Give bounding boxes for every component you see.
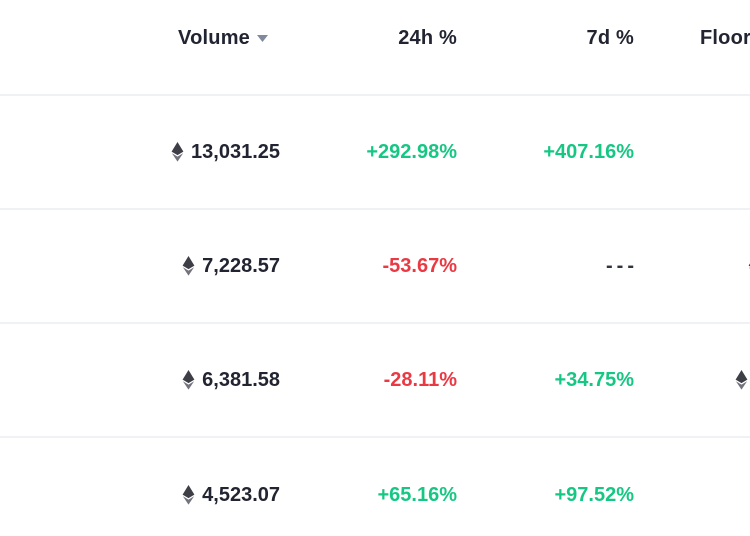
change-24h: +65.16%: [377, 483, 457, 506]
change-7d: +34.75%: [554, 368, 634, 391]
volume-cell: 4,523.07: [0, 484, 280, 507]
change-24h: +292.98%: [366, 140, 457, 163]
change-24h-cell: +65.16%: [280, 484, 457, 507]
change-24h-cell: +292.98%: [280, 141, 457, 164]
column-header-volume[interactable]: Volume: [0, 0, 280, 94]
change-7d-cell: +97.52%: [457, 484, 634, 507]
ethereum-icon: [182, 256, 195, 276]
change-24h-cell: -53.67%: [280, 254, 458, 278]
change-24h-cell: -28.11%: [280, 369, 457, 392]
volume-value: 13,031.25: [191, 140, 280, 163]
volume-cell: 6,381.58: [0, 369, 280, 392]
volume-cell: 13,031.25: [0, 141, 280, 164]
change-7d-cell: ---: [457, 255, 634, 278]
column-header-floor-price[interactable]: Floor Price: [634, 0, 750, 94]
floor-price-header-label: Floor Price: [700, 27, 750, 49]
floor-price-cell: [634, 96, 750, 208]
change-24h: -28.11%: [383, 368, 457, 391]
column-header-24h[interactable]: 24h %: [280, 0, 457, 94]
change-7d: +97.52%: [554, 483, 634, 506]
floor-price-cell: [634, 210, 750, 322]
floor-price-cell: [634, 324, 750, 436]
change-7d: ---: [606, 254, 638, 277]
floor-ethereum-icon: [735, 370, 748, 390]
table-row[interactable]: 4,523.07 +65.16% +97.52%: [0, 438, 750, 536]
table-row[interactable]: 6,381.58 -28.11% +34.75%: [0, 324, 750, 438]
volume-cell: 7,228.57: [0, 255, 280, 278]
sort-desc-caret-icon: [257, 35, 268, 42]
change-7d: +407.16%: [543, 140, 634, 163]
volume-value: 6,381.58: [202, 368, 280, 391]
volume-header-label: Volume: [178, 27, 250, 49]
table-header-row: Volume 24h % 7d % Floor Price: [0, 0, 750, 96]
ethereum-icon: [182, 370, 195, 390]
ethereum-icon: [182, 485, 195, 505]
change-24h: -53.67%: [382, 254, 458, 277]
column-header-7d[interactable]: 7d %: [457, 0, 634, 94]
24h-header-label: 24h %: [398, 27, 457, 49]
volume-value: 7,228.57: [202, 254, 280, 277]
table-row[interactable]: 13,031.25 +292.98% +407.16%: [0, 96, 750, 210]
change-7d-cell: +34.75%: [457, 369, 634, 392]
table-body: 13,031.25 +292.98% +407.16% 7,22: [0, 96, 750, 536]
floor-price-cell: [634, 438, 750, 536]
volume-value: 4,523.07: [202, 483, 280, 506]
change-7d-cell: +407.16%: [457, 141, 634, 164]
7d-header-label: 7d %: [586, 27, 634, 49]
ethereum-icon: [171, 142, 184, 162]
table-row[interactable]: 7,228.57 -53.67% ---: [0, 210, 750, 324]
